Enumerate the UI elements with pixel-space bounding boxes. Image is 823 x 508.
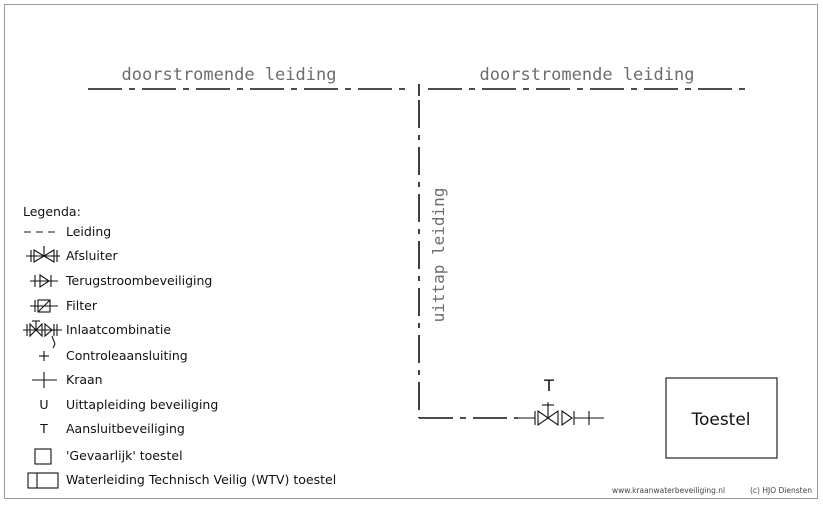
legend-label: Kraan [66, 372, 103, 387]
stop-valve-icon [26, 246, 60, 263]
legend-item: Terugstroombeveiliging [30, 273, 212, 289]
legend-item: Filter [30, 298, 98, 313]
legend-item: Kraan [32, 372, 103, 388]
square-icon [34, 448, 52, 465]
legend-label: Filter [66, 298, 98, 313]
legend-item: Controleaansluiting [39, 348, 188, 363]
legend-label: Terugstroombeveiliging [65, 273, 212, 288]
legend-item: 'Gevaarlijk' toestel [34, 448, 183, 465]
appliance-label: Toestel [690, 410, 750, 430]
letter-t-icon: T [39, 421, 48, 436]
legend-item: Waterleiding Technisch Veilig (WTV) toes… [27, 472, 336, 489]
legend-item: T Aansluitbeveiliging [39, 421, 185, 436]
legend-label: Aansluitbeveiliging [66, 421, 185, 436]
filter-icon [30, 299, 58, 313]
legend-label: Leiding [66, 224, 111, 239]
legend: Legenda: Leiding Afsluiter Terugstroom [23, 204, 336, 489]
legend-item: Leiding [24, 224, 111, 239]
drawing-frame [4, 4, 818, 499]
legend-item: Inlaatcombinatie [23, 320, 171, 349]
appliance-box [665, 377, 778, 459]
legend-item: U Uittapleiding beveiliging [39, 397, 218, 412]
legend-label: 'Gevaarlijk' toestel [66, 448, 183, 463]
branch-pipe-label: uittap leiding [429, 188, 448, 323]
main-pipe-label-right: doorstromende leiding [480, 65, 695, 85]
legend-label: Waterleiding Technisch Veilig (WTV) toes… [66, 472, 336, 487]
check-valve-icon [30, 273, 58, 289]
valve-tag: T [543, 376, 554, 395]
legend-label: Controleaansluiting [66, 348, 188, 363]
test-point-icon [39, 351, 49, 361]
branch-valve-assembly [518, 402, 604, 427]
legend-label: Afsluiter [66, 248, 118, 263]
inlet-combination-icon [23, 320, 62, 349]
footer-website: www.kraanwaterbeveiliging.nl [612, 486, 725, 495]
legend-title: Legenda: [23, 204, 81, 219]
letter-u-icon: U [39, 397, 48, 412]
split-rectangle-icon [27, 472, 59, 489]
legend-label: Uittapleiding beveiliging [66, 397, 218, 412]
legend-item: Afsluiter [26, 246, 118, 263]
footer-copyright: (c) HJO Diensten [750, 486, 812, 495]
main-pipe-label-left: doorstromende leiding [122, 65, 337, 85]
branch-pipe [418, 84, 518, 419]
legend-label: Inlaatcombinatie [66, 322, 171, 337]
tap-icon [32, 372, 57, 388]
